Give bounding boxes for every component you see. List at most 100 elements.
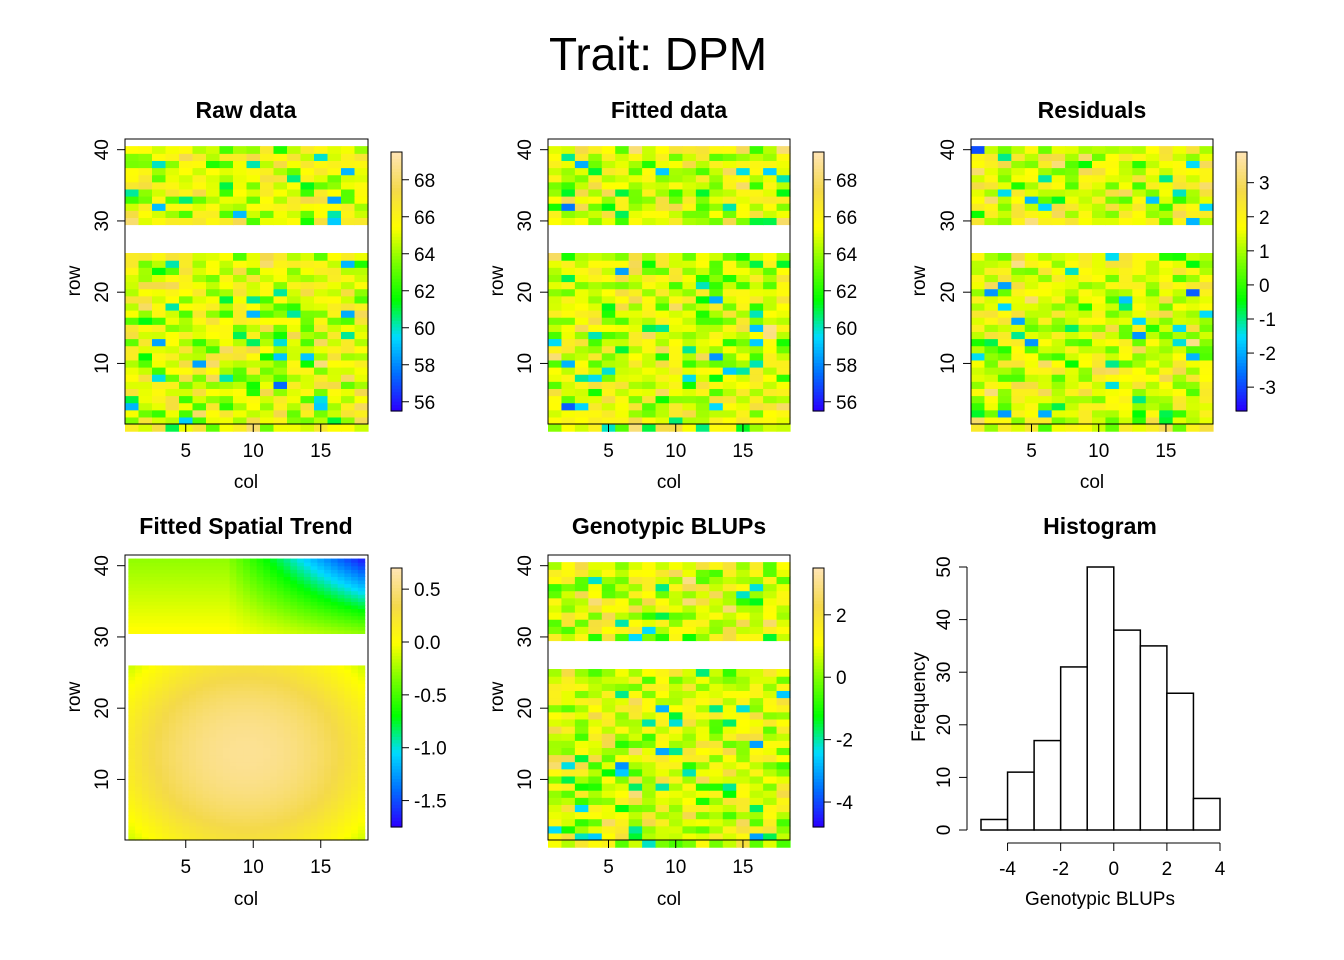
heatmap-cell <box>682 797 697 805</box>
heatmap-cell <box>125 181 140 190</box>
trend-cell <box>344 804 352 809</box>
heatmap-cell <box>763 174 778 183</box>
trend-cell <box>155 701 163 706</box>
heatmap-cell <box>138 402 153 411</box>
trend-cell <box>209 743 217 748</box>
heatmap-cell <box>548 395 563 404</box>
heatmap-cell <box>736 352 751 361</box>
heatmap-cell <box>548 381 563 389</box>
trend-cell <box>148 722 156 727</box>
trend-cell <box>303 579 312 585</box>
trend-cell <box>351 736 359 741</box>
trend-cell <box>216 825 224 830</box>
heatmap-cell <box>1011 281 1026 290</box>
trend-cell <box>303 836 312 841</box>
trend-cell <box>290 793 298 798</box>
colorbar-segment <box>391 681 402 686</box>
heatmap-cells <box>128 558 366 841</box>
heatmap-cell <box>152 188 167 197</box>
heatmap-cell <box>327 253 342 261</box>
heatmap-cell <box>260 424 275 432</box>
heatmap-cell <box>1145 359 1160 368</box>
heatmap-cell <box>206 217 221 226</box>
trend-cell <box>189 822 197 827</box>
heatmap-cell <box>695 174 710 183</box>
heatmap-cell <box>722 267 737 275</box>
trend-cell <box>148 572 156 577</box>
heatmap-cell <box>192 324 207 332</box>
trend-cell <box>222 818 231 823</box>
heatmap-cell <box>341 388 356 397</box>
trend-cell <box>148 597 156 602</box>
heatmap-cell <box>548 188 563 197</box>
colorbar-segment <box>813 245 824 250</box>
trend-cell <box>155 783 163 788</box>
trend-cell <box>290 558 298 563</box>
heatmap-cell <box>138 416 153 425</box>
colorbar-label: -3 <box>1259 378 1276 399</box>
heatmap-cell <box>206 274 221 283</box>
trend-cell <box>330 754 339 759</box>
trend-cell <box>222 697 231 702</box>
trend-cell <box>216 576 224 581</box>
trend-cell <box>135 729 143 734</box>
trend-cell <box>303 594 312 599</box>
heatmap-cell <box>682 302 697 311</box>
heatmap-cell <box>1186 174 1201 183</box>
heatmap-cell <box>682 374 697 382</box>
colorbar-segment <box>391 580 402 585</box>
heatmap-cell <box>300 324 315 332</box>
trend-cell <box>135 572 143 577</box>
trend-cell <box>195 615 204 620</box>
trend-cell <box>276 836 285 841</box>
trend-cell <box>317 761 325 766</box>
trend-cell <box>351 733 359 738</box>
heatmap-cell <box>776 317 791 325</box>
heatmap-cell <box>1199 295 1214 304</box>
heatmap-cell <box>561 253 576 261</box>
heatmap-cell <box>1038 338 1053 347</box>
trend-cell <box>263 815 271 820</box>
colorbar-segment <box>391 333 402 338</box>
trend-cell <box>337 597 345 602</box>
trend-cell <box>182 818 190 823</box>
trend-cell <box>276 754 285 759</box>
trend-cell <box>236 686 244 691</box>
trend-cell <box>256 733 264 738</box>
heatmap-cell <box>588 302 603 311</box>
heatmap-cell <box>776 367 791 375</box>
trend-cell <box>222 715 231 720</box>
heatmap-cell <box>206 288 221 297</box>
heatmap-cell <box>246 395 261 404</box>
trend-cell <box>135 576 143 581</box>
colorbar-segment <box>813 262 824 266</box>
trend-cell <box>283 604 291 610</box>
trend-cell <box>209 676 217 681</box>
trend-cell <box>216 761 224 766</box>
trend-cell <box>162 779 170 784</box>
heatmap-cell <box>327 196 342 204</box>
heatmap-cell <box>246 331 261 340</box>
heatmap-cell <box>1065 352 1080 361</box>
trend-cell <box>182 597 190 602</box>
trend-cell <box>290 807 298 813</box>
heatmap-cell <box>588 352 603 361</box>
colorbar-label: -1 <box>1259 310 1276 331</box>
heatmap-cell <box>300 188 315 197</box>
trend-cell <box>236 619 244 624</box>
heatmap-cell <box>1145 160 1160 169</box>
heatmap-cell <box>682 203 697 211</box>
heatmap-cell <box>1078 295 1093 304</box>
heatmap-cell <box>287 274 302 283</box>
trend-cell <box>357 615 366 620</box>
heatmap-cell <box>574 840 589 848</box>
trend-cell <box>209 718 217 724</box>
heatmap-cell <box>1199 367 1214 375</box>
trend-cell <box>276 822 285 827</box>
heatmap-cell <box>548 324 563 332</box>
trend-cell <box>195 562 204 567</box>
trend-cell <box>182 672 190 677</box>
heatmap-cell <box>165 367 180 375</box>
heatmap-cell <box>615 210 630 218</box>
heatmap-cell <box>1078 317 1093 325</box>
